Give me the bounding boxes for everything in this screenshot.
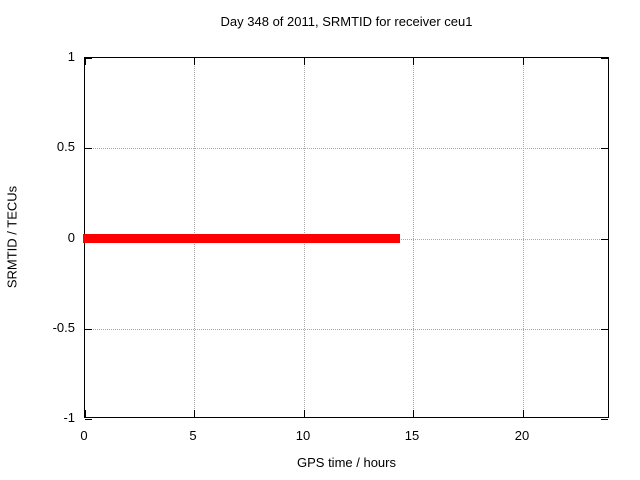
y-tick-mark-right (601, 329, 608, 330)
y-tick-label: 0.5 (56, 139, 75, 154)
x-tick-label: 15 (404, 428, 420, 443)
x-tick-mark-top (413, 58, 414, 65)
chart-title: Day 348 of 2011, SRMTID for receiver ceu… (220, 14, 473, 29)
plot-area (83, 57, 609, 420)
y-tick-label: -0.5 (52, 320, 75, 335)
y-tick-mark-right (601, 419, 608, 420)
x-gridline (413, 58, 414, 417)
x-tick-mark-bottom (523, 410, 524, 417)
x-gridline (523, 58, 524, 417)
x-tick-mark-top (194, 58, 195, 65)
series-line-srmtid (83, 234, 400, 243)
x-tick-mark-top (523, 58, 524, 65)
x-tick-mark-bottom (413, 410, 414, 417)
x-tick-label: 10 (295, 428, 311, 443)
x-tick-mark-bottom (194, 410, 195, 417)
x-axis-label: GPS time / hours (297, 455, 396, 470)
x-tick-mark-top (85, 58, 86, 65)
y-tick-mark-left (85, 148, 92, 149)
y-tick-mark-left (85, 329, 92, 330)
y-gridline (85, 329, 608, 330)
y-tick-mark-right (601, 148, 608, 149)
y-tick-label: 1 (67, 49, 75, 64)
y-gridline (85, 148, 608, 149)
y-tick-mark-left (85, 419, 92, 420)
y-tick-label: -1 (63, 410, 75, 425)
y-tick-mark-right (601, 239, 608, 240)
y-tick-label: 0 (67, 230, 75, 245)
x-tick-mark-bottom (85, 410, 86, 417)
x-tick-mark-top (304, 58, 305, 65)
x-tick-label: 5 (189, 428, 197, 443)
y-tick-mark-left (85, 58, 92, 59)
x-tick-label: 20 (514, 428, 530, 443)
x-tick-mark-bottom (304, 410, 305, 417)
y-tick-mark-right (601, 58, 608, 59)
x-tick-label: 0 (80, 428, 88, 443)
